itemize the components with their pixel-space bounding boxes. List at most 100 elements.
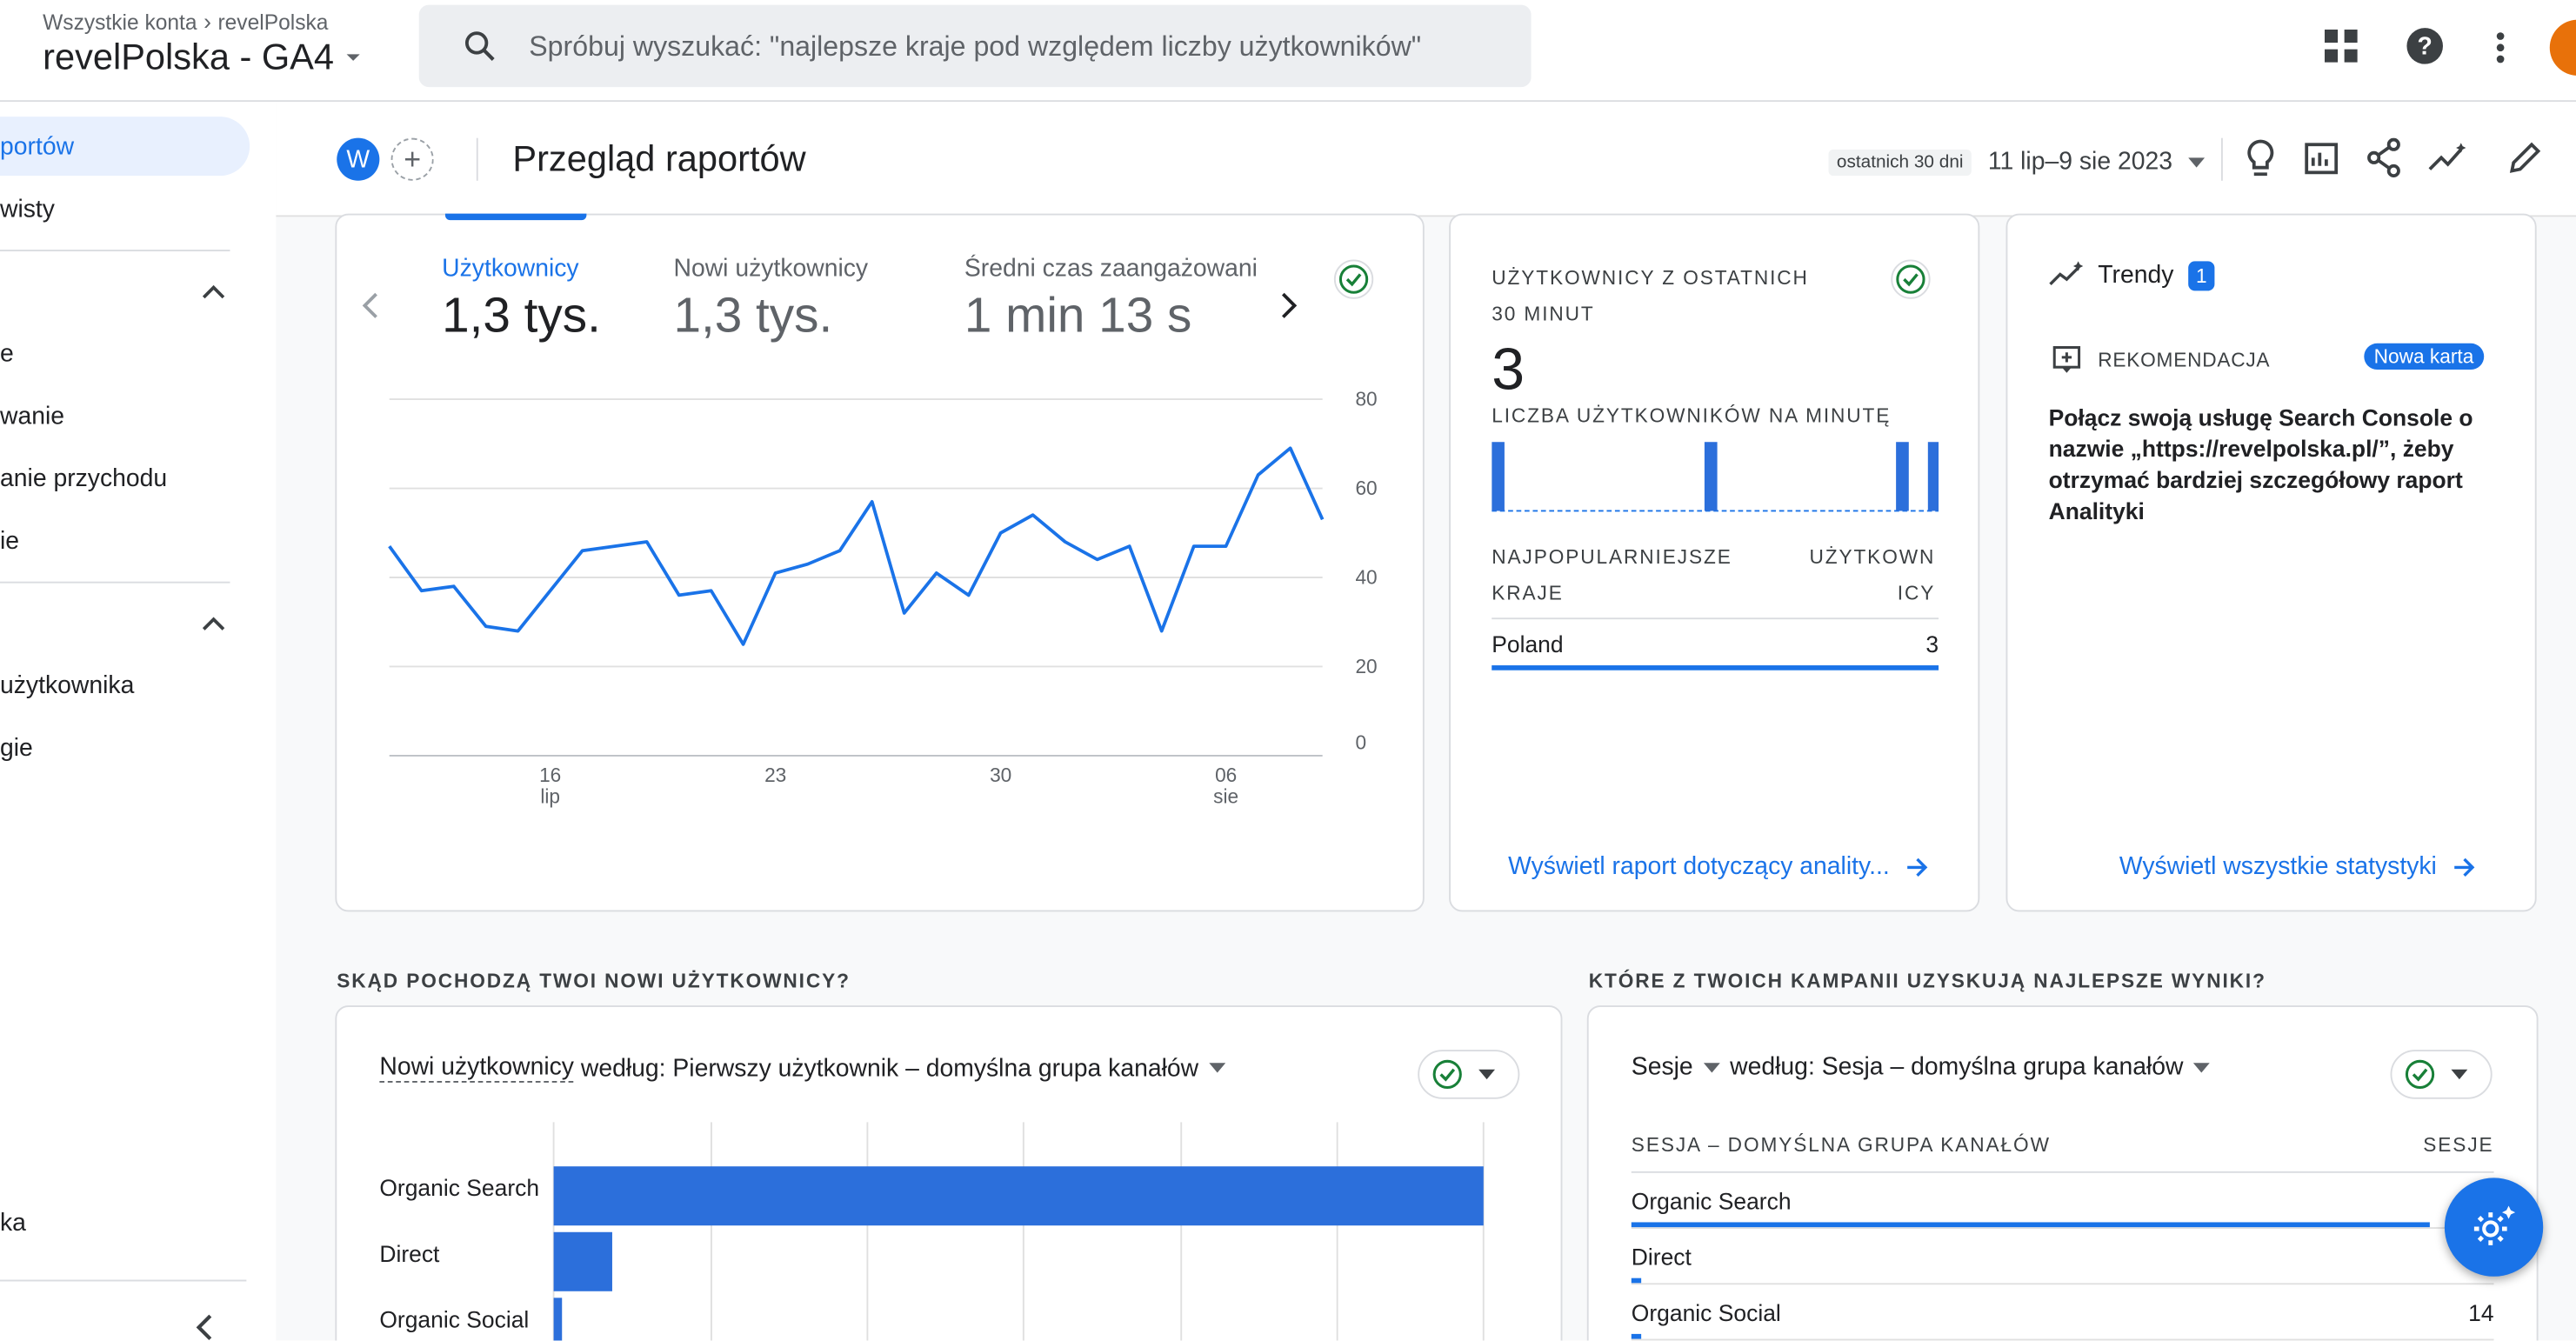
search-input[interactable]: Spróbuj wyszukać: "najlepsze kraje pod w… [418, 4, 1532, 88]
trends-card: Trendy 1 REKOMENDACJA Nowa karta Połącz … [2005, 213, 2537, 912]
selected-metric-indicator [444, 213, 587, 221]
sidebar-item-library[interactable]: ka [0, 1209, 26, 1238]
channel-sessions: 14 [2468, 1299, 2494, 1326]
sidebar-item-6[interactable]: ie [0, 527, 20, 556]
sidebar-item-4[interactable]: wanie [0, 402, 65, 430]
dimension-selector[interactable]: Nowi użytkownicy według: Pierwszy użytko… [379, 1053, 1225, 1083]
metric-tab-new-users[interactable]: Nowi użytkownicy 1,3 tys. [674, 255, 869, 345]
date-range-selector[interactable]: ostatnich 30 dni 11 lip–9 sie 2023 [1828, 148, 2206, 176]
y-tick-label: 20 [1355, 655, 1377, 677]
dimension-name: według: Pierwszy użytkownik – domyślna g… [573, 1053, 1199, 1082]
channel-name: Organic Search [1631, 1187, 1792, 1214]
dropdown-arrow-icon [2188, 157, 2206, 167]
metric-value: 1,3 tys. [442, 289, 601, 344]
metric-tab-users[interactable]: Użytkownicy 1,3 tys. [442, 255, 601, 345]
search-icon [464, 31, 495, 61]
property-selector[interactable]: revelPolska - GA4 [43, 37, 364, 79]
chevron-right-icon: › [204, 8, 211, 35]
header-divider [2220, 137, 2223, 181]
bar-label: Organic Search [379, 1175, 539, 1201]
sidebar-item-user[interactable]: użytkownika [0, 671, 135, 700]
row-divider [1631, 1227, 2494, 1229]
metrics-chart-card: Użytkownicy 1,3 tys. Nowi użytkownicy 1,… [335, 213, 1425, 912]
chevron-left-icon[interactable] [360, 290, 380, 320]
sidebar-item-report-overview[interactable]: portów [0, 133, 75, 162]
quality-menu-button[interactable] [2390, 1050, 2493, 1099]
chevron-up-icon[interactable] [202, 284, 225, 301]
apps-grid-icon[interactable] [2324, 30, 2358, 63]
insights-trend-icon[interactable] [2426, 141, 2469, 174]
x-tick-month-label: lip [540, 785, 560, 808]
breadcrumb[interactable]: Wszystkie konta › revelPolska [43, 8, 328, 34]
col-header-line: ICY [1897, 581, 1936, 605]
search-placeholder: Spróbuj wyszukać: "najlepsze kraje pod w… [529, 30, 1422, 63]
insights-lightbulb-icon[interactable] [2243, 138, 2279, 181]
dimension-name: według: Sesja – domyślna grupa kanałów [1730, 1052, 2184, 1081]
metric-name: Sesje [1631, 1052, 1693, 1081]
realtime-report-link[interactable]: Wyświetl raport dotyczący anality... [1508, 852, 1929, 881]
data-quality-check-icon[interactable] [1333, 259, 1374, 299]
users-column-header: UŻYTKOWN ICY [1809, 539, 1935, 611]
breadcrumb-child[interactable]: revelPolska [217, 9, 329, 34]
property-name: revelPolska - GA4 [43, 36, 335, 77]
arrow-forward-icon [2454, 857, 2475, 877]
data-quality-check-icon[interactable] [1891, 259, 1931, 299]
sessions-channel-card: Sesje według: Sesja – domyślna grupa kan… [1586, 1005, 2539, 1341]
add-comparison-button[interactable]: + [390, 137, 434, 181]
sidebar-item-tech[interactable]: gie [0, 734, 33, 763]
breadcrumb-root[interactable]: Wszystkie konta [43, 9, 197, 34]
chevron-up-icon[interactable] [202, 616, 225, 632]
all-insights-link[interactable]: Wyświetl wszystkie statystyki [2119, 852, 2476, 881]
per-minute-bar [1927, 442, 1939, 511]
collapse-chevron-icon[interactable] [194, 1312, 214, 1341]
metric-tab-engagement-time[interactable]: Średni czas zaangażowani 1 min 13 s [964, 255, 1268, 345]
table-row[interactable]: Direct [1631, 1244, 2494, 1299]
metric-value: 1,3 tys. [673, 289, 833, 344]
top-bar: Wszystkie konta › revelPolska revelPolsk… [0, 0, 2576, 103]
table-row[interactable]: Poland 3 [1492, 630, 1939, 670]
share-icon[interactable] [2366, 137, 2402, 178]
y-tick-label: 0 [1355, 731, 1366, 753]
x-tick-month-label: sie [1213, 785, 1238, 808]
x-tick-label: 30 [990, 764, 1011, 786]
more-vert-icon[interactable] [2494, 30, 2507, 66]
account-avatar[interactable] [2549, 19, 2576, 76]
edit-pencil-icon[interactable] [2507, 140, 2544, 177]
metric-label: Użytkownicy [442, 254, 579, 283]
header-divider [476, 137, 478, 181]
sidebar-item-3[interactable]: e [0, 340, 14, 369]
channel-bar [553, 1231, 612, 1291]
trend-icon [2049, 261, 2084, 286]
row-share-bar [1631, 1278, 1642, 1284]
realtime-title-line2: 30 MINUT [1492, 302, 1595, 326]
dropdown-arrow-icon [347, 54, 361, 61]
sidebar-divider [0, 1279, 247, 1282]
customize-report-icon[interactable] [2303, 140, 2339, 177]
link-text: Wyświetl wszystkie statystyki [2119, 852, 2437, 881]
page-title: Przegląd raportów [512, 137, 806, 179]
metric-label: Średni czas zaangażowani [964, 254, 1258, 283]
x-tick-label: 23 [764, 764, 786, 786]
insights-fab[interactable] [2444, 1178, 2544, 1277]
svg-text:?: ? [2418, 32, 2433, 60]
report-header: W + Przegląd raportów ostatnich 30 dni 1… [276, 102, 2576, 217]
quality-menu-button[interactable] [1418, 1050, 1520, 1099]
sidebar-item-revenue[interactable]: anie przychodu [0, 464, 168, 493]
realtime-count: 3 [1492, 335, 1525, 403]
metric-selector[interactable]: Sesje [1632, 1053, 1719, 1081]
col-header-line: KRAJE [1492, 581, 1564, 605]
table-divider [1631, 1171, 2494, 1173]
metric-label: Nowi użytkownicy [673, 254, 869, 283]
chevron-right-icon[interactable] [1280, 290, 1300, 320]
table-row[interactable]: Organic Search1,3 [1631, 1187, 2494, 1244]
comparison-letter: W [346, 145, 370, 174]
comparison-avatar[interactable]: W [337, 137, 380, 181]
sidebar-item-lists[interactable]: wisty [0, 195, 55, 224]
link-text: Wyświetl raport dotyczący anality... [1508, 852, 1890, 881]
dimension-selector[interactable]: według: Sesja – domyślna grupa kanałów [1730, 1053, 2210, 1081]
settings-sparkle-icon [2473, 1205, 2516, 1245]
channel-name: Organic Social [1631, 1299, 1781, 1326]
help-icon[interactable]: ? [2406, 26, 2445, 65]
y-tick-label: 40 [1355, 566, 1377, 589]
table-row[interactable]: Organic Social 14 [1631, 1299, 2494, 1341]
